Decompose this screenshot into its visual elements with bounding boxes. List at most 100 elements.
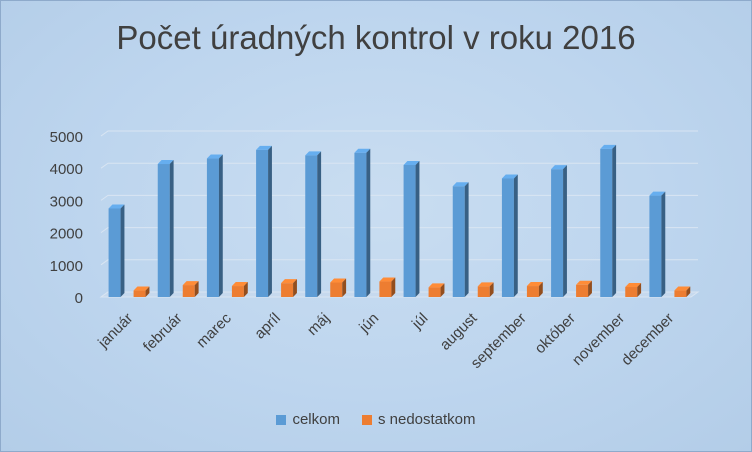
bar-s-nedostatkom — [477, 286, 490, 297]
bar-top — [281, 279, 297, 284]
bar-side — [489, 282, 494, 297]
bar-side — [637, 283, 642, 297]
bar-side — [464, 182, 469, 297]
bar-top — [600, 144, 617, 149]
x-tick-label: október — [532, 310, 579, 357]
legend-label-s-nedostatkom: s nedostatkom — [377, 411, 476, 428]
bar-side — [588, 280, 592, 297]
bar-top — [108, 204, 125, 209]
bar-top — [649, 191, 666, 196]
bar-side — [563, 165, 567, 297]
bar-s-nedostatkom — [625, 287, 638, 297]
bar-top — [625, 283, 642, 288]
bar-s-nedostatkom — [526, 286, 539, 297]
bar-celkom — [206, 158, 219, 297]
bar-top — [551, 165, 567, 170]
bar-celkom — [403, 164, 416, 297]
bar-celkom — [305, 155, 318, 297]
bar-s-nedostatkom — [330, 282, 343, 297]
x-tick-label: apríl — [251, 310, 284, 343]
bar-top — [133, 286, 150, 291]
bar-top — [526, 282, 543, 287]
bar-top — [674, 286, 691, 291]
bar-top — [452, 182, 469, 187]
x-tick-label: jún — [355, 310, 382, 337]
bar-side — [686, 286, 691, 297]
bar-s-nedostatkom — [379, 281, 392, 297]
bar-side — [293, 279, 297, 297]
bar-top — [354, 148, 371, 153]
y-tick-label: 1000 — [50, 258, 83, 275]
y-tick-label: 5000 — [50, 129, 83, 146]
bar-side — [145, 286, 150, 297]
legend-swatch-s-nedostatkom — [361, 414, 372, 425]
y-tick-label: 0 — [75, 290, 83, 307]
bar-celkom — [452, 186, 465, 297]
bar-side — [661, 191, 666, 297]
y-tick-label: 3000 — [50, 193, 83, 210]
bar-s-nedostatkom — [231, 286, 244, 297]
bar-top — [403, 160, 420, 165]
gridline — [100, 194, 698, 201]
bar-celkom — [649, 195, 662, 297]
legend-label-celkom: celkom — [292, 411, 340, 428]
bar-top — [157, 160, 174, 165]
bar-side — [440, 283, 445, 297]
legend-swatch-celkom — [276, 414, 287, 425]
gridline — [100, 162, 698, 169]
bar-side — [366, 148, 371, 297]
y-tick-label: 2000 — [50, 226, 83, 243]
bar-celkom — [600, 148, 613, 297]
bar-side — [268, 145, 272, 297]
bar-side — [194, 281, 199, 297]
bar-side — [391, 277, 396, 297]
bar-s-nedostatkom — [674, 290, 687, 297]
bar-side — [538, 282, 543, 297]
bar-top — [305, 151, 322, 156]
bar-side — [612, 144, 617, 297]
x-tick-label: február — [140, 310, 186, 356]
x-tick-label: január — [94, 310, 136, 352]
chart-floor — [99, 291, 700, 298]
bar-top — [576, 280, 592, 285]
bar-s-nedostatkom — [428, 287, 441, 297]
bar-celkom — [108, 208, 121, 297]
bar-side — [169, 160, 174, 297]
legend-item-s-nedostatkom: s nedostatkom — [361, 411, 476, 428]
gridline — [100, 259, 698, 266]
bar-side — [415, 160, 420, 297]
bar-side — [317, 151, 322, 297]
x-tick-label: december — [618, 310, 677, 369]
legend-item-celkom: celkom — [276, 411, 340, 428]
bar-top — [428, 283, 445, 288]
bar-side — [342, 278, 347, 297]
bar-celkom — [256, 149, 269, 297]
bar-top — [379, 277, 396, 282]
x-tick-label: marec — [193, 309, 235, 351]
bar-top — [477, 282, 494, 287]
bar-top — [206, 154, 223, 159]
bar-side — [243, 282, 248, 297]
y-tick-label: 4000 — [50, 161, 83, 178]
bar-top — [330, 278, 347, 283]
x-tick-label: júl — [408, 310, 431, 333]
gridline — [100, 130, 698, 137]
bar-top — [231, 282, 248, 287]
bar-top — [182, 281, 199, 286]
bar-s-nedostatkom — [182, 285, 195, 297]
bar-side — [120, 204, 125, 297]
bar-celkom — [501, 178, 514, 297]
x-tick-label: máj — [304, 310, 333, 339]
bar-celkom — [157, 164, 170, 297]
x-tick-label: november — [569, 310, 628, 369]
bar-side — [218, 154, 223, 297]
x-tick-label: august — [437, 309, 481, 353]
bar-celkom — [354, 152, 367, 297]
bar-top — [256, 145, 272, 150]
bar-top — [501, 174, 518, 179]
bar-s-nedostatkom — [576, 284, 589, 297]
bar-celkom — [551, 169, 564, 297]
chart-title: Počet úradných kontrol v roku 2016 — [116, 19, 636, 56]
